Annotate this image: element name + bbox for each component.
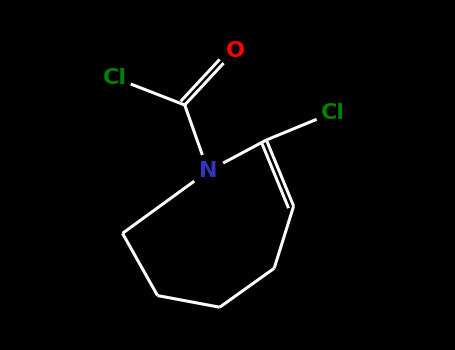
Text: Cl: Cl (320, 103, 344, 123)
Text: Cl: Cl (103, 68, 127, 88)
Text: N: N (199, 161, 217, 181)
Text: O: O (226, 41, 245, 61)
